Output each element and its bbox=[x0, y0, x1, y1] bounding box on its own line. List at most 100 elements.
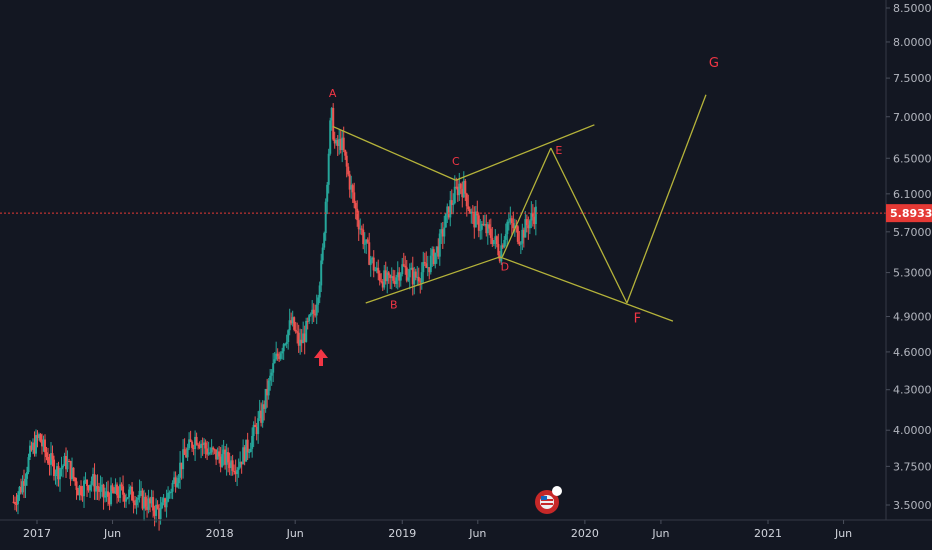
pattern-trendline[interactable] bbox=[626, 94, 707, 304]
candle-body bbox=[521, 229, 524, 244]
candle-body bbox=[248, 451, 251, 453]
candle-body bbox=[161, 502, 164, 509]
candle-body bbox=[182, 449, 185, 470]
candle-body bbox=[48, 463, 51, 465]
candle-body bbox=[341, 137, 344, 150]
candle-body bbox=[50, 453, 53, 465]
candle-body bbox=[390, 276, 393, 279]
candle-body bbox=[506, 221, 509, 235]
candle-body bbox=[234, 471, 237, 475]
candle-body bbox=[333, 139, 336, 144]
candle-body bbox=[98, 488, 101, 492]
candle-body bbox=[186, 448, 189, 458]
candle-body bbox=[68, 460, 71, 462]
time-axis[interactable]: 2017 Jun 2018 Jun 2019 Jun 2020 Jun 2021 Jun bbox=[0, 519, 932, 540]
candle-body bbox=[371, 257, 374, 260]
wave-label-a: A bbox=[329, 87, 337, 100]
candle-body bbox=[423, 262, 426, 264]
candle-body bbox=[56, 466, 59, 475]
candle-body bbox=[218, 451, 221, 457]
candle-body bbox=[342, 137, 345, 150]
candle-body bbox=[416, 276, 419, 278]
candle-body bbox=[533, 216, 536, 225]
candle-body bbox=[108, 496, 111, 505]
candle-body bbox=[360, 228, 363, 230]
pattern-trendline[interactable] bbox=[365, 256, 501, 304]
candle-body bbox=[464, 180, 467, 194]
candle-body bbox=[509, 218, 512, 222]
candle-body bbox=[141, 490, 144, 509]
candle-body bbox=[66, 460, 69, 470]
candle-body bbox=[446, 206, 449, 214]
candle-body bbox=[242, 447, 245, 465]
price-tick-label: 3.50000 bbox=[893, 499, 932, 512]
candle-body bbox=[372, 257, 375, 271]
trendlines-layer[interactable] bbox=[332, 94, 707, 322]
candle-body bbox=[452, 203, 455, 205]
candle-body bbox=[456, 186, 459, 196]
candle-body bbox=[399, 274, 402, 281]
candle-body bbox=[356, 208, 359, 221]
candle-body bbox=[344, 149, 347, 156]
candle-body bbox=[531, 212, 534, 217]
candle-body bbox=[117, 495, 120, 498]
candle-body bbox=[177, 477, 180, 484]
candle-body bbox=[230, 460, 233, 468]
candle-body bbox=[44, 439, 47, 453]
candle-body bbox=[359, 228, 362, 230]
candle-body bbox=[174, 477, 177, 487]
pattern-trendline[interactable] bbox=[550, 147, 628, 304]
candle-body bbox=[332, 108, 335, 140]
candle-body bbox=[245, 439, 248, 462]
wave-label-f: F bbox=[634, 311, 641, 326]
candle-body bbox=[284, 343, 287, 345]
candle-body bbox=[188, 439, 191, 449]
candle-body bbox=[429, 255, 432, 273]
candle-body bbox=[53, 459, 56, 477]
candle-body bbox=[207, 452, 210, 455]
pattern-trendline[interactable] bbox=[501, 147, 552, 258]
candle-body bbox=[180, 462, 183, 470]
candle-body bbox=[431, 249, 434, 256]
pattern-trendline[interactable] bbox=[332, 125, 457, 181]
pattern-trendline[interactable] bbox=[455, 124, 595, 181]
time-tick-label: 2020 bbox=[571, 527, 599, 540]
candle-body bbox=[294, 329, 297, 332]
candle-body bbox=[126, 497, 129, 499]
candle-body bbox=[518, 241, 521, 245]
price-tick-label: 4.60000 bbox=[893, 346, 932, 359]
candle-body bbox=[309, 314, 312, 316]
candle-body bbox=[495, 236, 498, 245]
candle-body bbox=[425, 263, 428, 268]
candle-body bbox=[338, 138, 341, 146]
candle-body bbox=[78, 486, 81, 496]
candle-body bbox=[96, 486, 99, 489]
candle-body bbox=[272, 363, 275, 373]
candle-body bbox=[269, 375, 272, 381]
candle-body bbox=[461, 188, 464, 198]
candle-body bbox=[522, 229, 525, 238]
candle-body bbox=[185, 454, 188, 458]
candle-body bbox=[168, 492, 171, 494]
current-price-badge: 5.89334 bbox=[886, 204, 932, 223]
candle-body bbox=[279, 353, 282, 359]
price-axis[interactable]: 8.50000 8.00000 7.50000 7.00000 6.50000 6.100… bbox=[885, 0, 932, 520]
candle-body bbox=[143, 496, 146, 509]
pattern-trendline[interactable] bbox=[499, 256, 674, 322]
wave-labels-layer: A B C D E F G bbox=[329, 56, 719, 326]
candle-body bbox=[57, 466, 60, 480]
candle-body bbox=[315, 304, 318, 316]
candle-body bbox=[93, 474, 96, 492]
candle-body bbox=[377, 267, 380, 274]
candle-body bbox=[179, 462, 182, 478]
us-flag-icon[interactable] bbox=[535, 486, 562, 514]
candle-body bbox=[125, 498, 128, 502]
candle-body bbox=[278, 356, 281, 359]
candle-body bbox=[239, 461, 242, 468]
candle-body bbox=[383, 270, 386, 288]
candle-body bbox=[123, 494, 126, 502]
candle-body bbox=[191, 441, 194, 448]
candle-body bbox=[162, 498, 165, 503]
candle-body bbox=[497, 244, 500, 256]
